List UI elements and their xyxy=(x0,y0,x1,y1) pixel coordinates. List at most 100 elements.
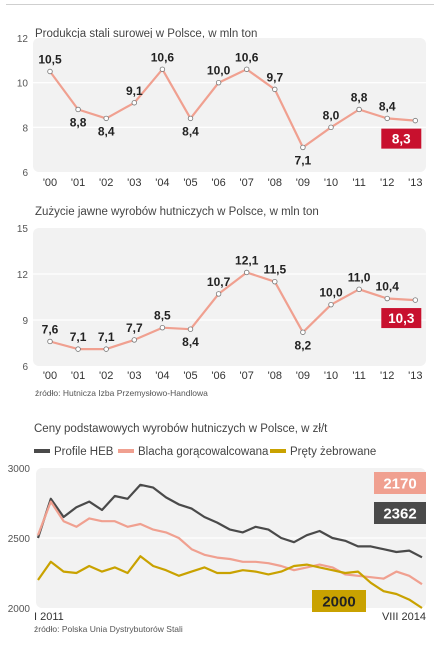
x-tick-label: '07 xyxy=(240,370,254,382)
x-end-label: VIII 2014 xyxy=(382,611,426,623)
end-value-label: 2000 xyxy=(322,594,355,611)
data-point xyxy=(243,269,250,276)
legend-label: Profile HEB xyxy=(54,446,114,458)
data-point xyxy=(300,329,306,335)
y-tick-label: 8 xyxy=(22,123,28,134)
x-tick-label: '08 xyxy=(268,177,282,189)
chart-title: Ceny podstawowych wyrobów hutniczych w P… xyxy=(34,423,328,435)
data-label: 12,1 xyxy=(235,253,259,267)
data-point xyxy=(384,295,390,302)
source-note: źródło: Polska Unia Dystrybutorów Stali xyxy=(34,624,183,634)
data-label-highlight: 10,3 xyxy=(388,311,415,326)
data-label: 7,6 xyxy=(42,322,59,336)
highlight-label-box xyxy=(381,308,422,329)
legend-label: Pręty żebrowane xyxy=(290,446,376,458)
data-label: 8,4 xyxy=(182,335,199,349)
data-label: 10,6 xyxy=(235,50,259,64)
data-point xyxy=(47,68,53,75)
data-label: 7,1 xyxy=(70,330,87,344)
x-tick-label: '11 xyxy=(352,177,366,189)
data-point xyxy=(103,115,109,122)
end-value-label: 2170 xyxy=(383,476,416,493)
data-point xyxy=(215,79,222,86)
data-label: 11,5 xyxy=(263,263,286,277)
y-tick-label: 10 xyxy=(17,79,29,90)
data-label: 8,0 xyxy=(323,108,340,122)
x-tick-label: '09 xyxy=(296,177,310,189)
data-point xyxy=(187,115,194,122)
data-point xyxy=(328,124,334,131)
data-point xyxy=(47,338,53,345)
y-tick-label: 12 xyxy=(17,270,29,281)
y-tick-label: 3000 xyxy=(8,464,31,475)
x-tick-label: '06 xyxy=(211,177,225,189)
data-label-highlight: 8,3 xyxy=(392,132,411,147)
data-label: 10,4 xyxy=(376,280,400,294)
series-line xyxy=(37,555,423,609)
data-point xyxy=(356,106,362,113)
data-point xyxy=(412,297,418,303)
chart-title: Zużycie jawne wyrobów hutniczych w Polsc… xyxy=(35,206,319,218)
data-label: 8,8 xyxy=(351,90,368,104)
x-tick-label: '12 xyxy=(380,177,394,189)
x-tick-label: '13 xyxy=(408,177,422,189)
end-value-box xyxy=(374,502,426,524)
x-tick-label: '09 xyxy=(296,370,310,382)
series-line xyxy=(49,271,416,351)
data-point xyxy=(412,117,418,124)
data-label: 9,1 xyxy=(126,84,143,98)
data-label: 9,7 xyxy=(266,70,283,84)
data-point xyxy=(103,346,109,352)
data-label: 7,1 xyxy=(295,153,312,167)
data-point xyxy=(243,66,250,72)
data-point xyxy=(75,106,81,113)
data-point xyxy=(131,337,137,343)
y-tick-label: 2500 xyxy=(8,534,31,545)
x-tick-label: '10 xyxy=(324,370,338,382)
y-tick-label: 6 xyxy=(22,362,28,373)
data-point xyxy=(300,144,306,151)
data-point xyxy=(215,291,222,297)
y-tick-label: 6 xyxy=(22,168,28,179)
data-label: 10,6 xyxy=(151,50,175,64)
end-value-box xyxy=(312,590,366,612)
y-tick-label: 12 xyxy=(17,34,29,45)
x-tick-label: '01 xyxy=(71,370,85,382)
end-value-box xyxy=(374,472,426,494)
x-tick-label: '08 xyxy=(268,370,282,382)
x-tick-label: '03 xyxy=(127,177,141,189)
data-label: 8,8 xyxy=(70,115,87,129)
series-line xyxy=(49,68,416,149)
data-label: 8,4 xyxy=(182,124,199,138)
data-label: 8,2 xyxy=(295,338,312,352)
data-point xyxy=(131,100,137,106)
x-tick-label: '07 xyxy=(240,177,254,189)
x-start-label: I 2011 xyxy=(34,611,64,623)
x-tick-label: '11 xyxy=(352,370,366,382)
y-tick-label: 15 xyxy=(17,224,29,235)
x-tick-label: '05 xyxy=(183,370,197,382)
data-point xyxy=(384,115,390,122)
data-point xyxy=(328,301,334,308)
x-tick-label: '02 xyxy=(99,370,113,382)
plot-background xyxy=(33,228,426,366)
data-point xyxy=(159,324,166,331)
x-tick-label: '00 xyxy=(43,370,57,382)
series-line xyxy=(36,483,423,559)
x-tick-label: '06 xyxy=(211,370,225,382)
x-tick-label: '02 xyxy=(99,177,113,189)
data-label: 8,4 xyxy=(98,124,115,138)
data-label: 8,4 xyxy=(379,99,396,113)
end-value-label: 2362 xyxy=(383,506,416,523)
data-point xyxy=(356,286,362,293)
top-rule xyxy=(6,4,434,5)
x-tick-label: '10 xyxy=(324,177,338,189)
plot-background xyxy=(33,38,426,172)
x-tick-label: '05 xyxy=(183,177,197,189)
x-tick-label: '00 xyxy=(43,177,57,189)
legend-label: Blacha gorącowalcowana xyxy=(138,446,269,458)
x-tick-label: '04 xyxy=(155,177,169,189)
highlight-label-box xyxy=(381,128,422,149)
